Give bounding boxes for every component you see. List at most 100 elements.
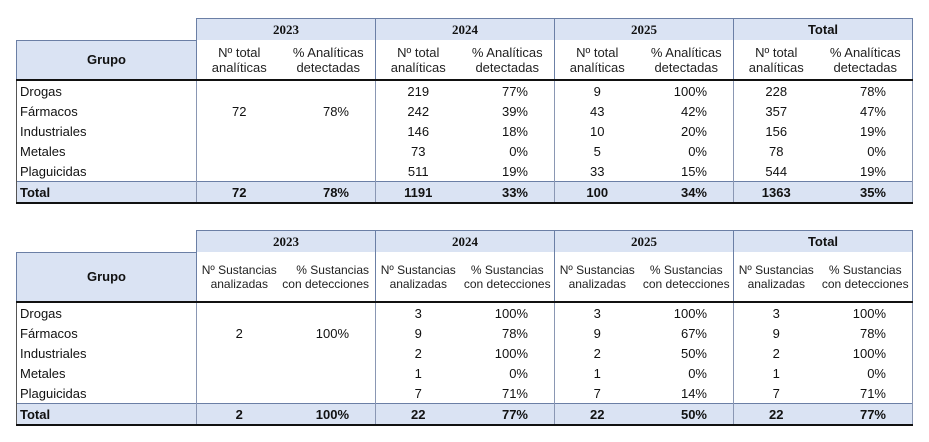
total-p-total: 77% — [818, 403, 913, 426]
cell-p-2025: 20% — [639, 121, 734, 141]
total-p-2024: 33% — [460, 181, 555, 204]
year-header-row: 2023 2024 2025 Total — [17, 18, 913, 40]
cell-n-2025: 5 — [554, 141, 640, 161]
group-label: Industriales — [16, 343, 197, 363]
cell-p-2024: 100% — [460, 302, 555, 323]
cell-n-2024: 9 — [375, 323, 461, 343]
cell-p-2023 — [281, 121, 376, 141]
col-n-2024: Nº total analíticas — [375, 40, 461, 81]
cell-n-total: 7 — [733, 383, 819, 404]
cell-p-2025: 0% — [639, 363, 734, 383]
cell-n-2023 — [196, 302, 282, 323]
grupo-header: Grupo — [16, 251, 197, 303]
cell-n-total: 544 — [733, 161, 819, 182]
cell-n-2024: 1 — [375, 363, 461, 383]
group-label: Fármacos — [16, 101, 197, 121]
cell-p-2025: 67% — [639, 323, 734, 343]
cell-n-total: 357 — [733, 101, 819, 121]
cell-p-2024: 0% — [460, 363, 555, 383]
total-p-2025: 34% — [639, 181, 734, 204]
cell-n-2023 — [196, 121, 282, 141]
year-header-2024: 2024 — [375, 230, 555, 252]
total-label: Total — [16, 181, 197, 204]
cell-n-2025: 10 — [554, 121, 640, 141]
cell-p-2024: 100% — [460, 343, 555, 363]
cell-p-2023 — [281, 343, 376, 363]
cell-n-2023 — [196, 383, 282, 404]
cell-n-2025: 2 — [554, 343, 640, 363]
total-n-2023: 2 — [196, 403, 282, 426]
cell-p-2023 — [281, 302, 376, 323]
cell-n-2023 — [196, 343, 282, 363]
cell-n-2023 — [196, 161, 282, 182]
analiticas-body: Drogas 219 77% 9 100% 228 78% Fármacos 72 78% 242 3… — [16, 80, 913, 204]
cell-p-total: 19% — [818, 121, 913, 141]
total-row: Total 72 78% 1191 33% 100 34% 1363 35% — [16, 181, 913, 204]
total-row: Total 2 100% 22 77% 22 50% 22 77% — [16, 403, 913, 426]
cell-p-total: 100% — [818, 302, 913, 323]
total-p-2023: 100% — [281, 403, 376, 426]
cell-n-2025: 43 — [554, 101, 640, 121]
total-n-total: 22 — [733, 403, 819, 426]
cell-n-2024: 219 — [375, 80, 461, 101]
cell-p-2025: 15% — [639, 161, 734, 182]
col-p-2025: % Sustancias con detecciones — [639, 252, 734, 303]
group-label: Fármacos — [16, 323, 197, 343]
cell-p-2024: 0% — [460, 141, 555, 161]
year-header-row: 2023 2024 2025 Total — [17, 230, 913, 252]
cell-p-2023 — [281, 80, 376, 101]
total-p-2023: 78% — [281, 181, 376, 204]
col-n-total: Nº Sustancias analizadas — [733, 252, 819, 303]
cell-p-total: 78% — [818, 80, 913, 101]
column-header-row: Grupo Nº Sustancias analizadas % Sustanc… — [16, 251, 913, 303]
cell-n-2023 — [196, 363, 282, 383]
col-n-total: Nº total analíticas — [733, 40, 819, 81]
table-row: Metales 73 0% 5 0% 78 0% — [16, 141, 913, 161]
cell-p-2023: 100% — [281, 323, 376, 343]
cell-n-total: 156 — [733, 121, 819, 141]
table-row: Plaguicidas 7 71% 7 14% 7 71% — [16, 383, 913, 404]
total-n-2023: 72 — [196, 181, 282, 204]
cell-n-2024: 2 — [375, 343, 461, 363]
year-header-2023: 2023 — [196, 230, 376, 252]
cell-n-2024: 73 — [375, 141, 461, 161]
cell-p-2024: 71% — [460, 383, 555, 404]
table-row: Industriales 2 100% 2 50% 2 100% — [16, 343, 913, 363]
total-p-2024: 77% — [460, 403, 555, 426]
year-header-2025: 2025 — [554, 230, 734, 252]
cell-p-total: 71% — [818, 383, 913, 404]
cell-n-2025: 1 — [554, 363, 640, 383]
table-row: Fármacos 72 78% 242 39% 43 42% 357 47% — [16, 101, 913, 121]
total-p-2025: 50% — [639, 403, 734, 426]
cell-p-2023 — [281, 363, 376, 383]
year-header-2024: 2024 — [375, 18, 555, 40]
total-n-2025: 22 — [554, 403, 640, 426]
cell-n-total: 9 — [733, 323, 819, 343]
table-row: Industriales 146 18% 10 20% 156 19% — [16, 121, 913, 141]
cell-n-2023 — [196, 141, 282, 161]
cell-n-total: 3 — [733, 302, 819, 323]
year-header-total: Total — [733, 18, 913, 40]
group-label: Metales — [16, 363, 197, 383]
cell-p-2025: 42% — [639, 101, 734, 121]
cell-n-total: 228 — [733, 80, 819, 101]
cell-p-2023: 78% — [281, 101, 376, 121]
total-n-total: 1363 — [733, 181, 819, 204]
col-n-2025: Nº total analíticas — [554, 40, 640, 81]
col-p-total: % Analíticas detectadas — [818, 40, 913, 81]
col-p-2025: % Analíticas detectadas — [639, 40, 734, 81]
cell-p-2024: 19% — [460, 161, 555, 182]
cell-n-2024: 146 — [375, 121, 461, 141]
cell-p-2025: 50% — [639, 343, 734, 363]
group-label: Drogas — [16, 302, 197, 323]
col-n-2023: Nº Sustancias analizadas — [196, 252, 282, 303]
cell-n-2023: 72 — [196, 101, 282, 121]
cell-n-2025: 9 — [554, 80, 640, 101]
cell-n-2025: 33 — [554, 161, 640, 182]
cell-p-2023 — [281, 141, 376, 161]
year-header-2025: 2025 — [554, 18, 734, 40]
cell-p-2024: 78% — [460, 323, 555, 343]
cell-p-2024: 77% — [460, 80, 555, 101]
cell-n-2025: 7 — [554, 383, 640, 404]
col-p-2024: % Analíticas detectadas — [460, 40, 555, 81]
